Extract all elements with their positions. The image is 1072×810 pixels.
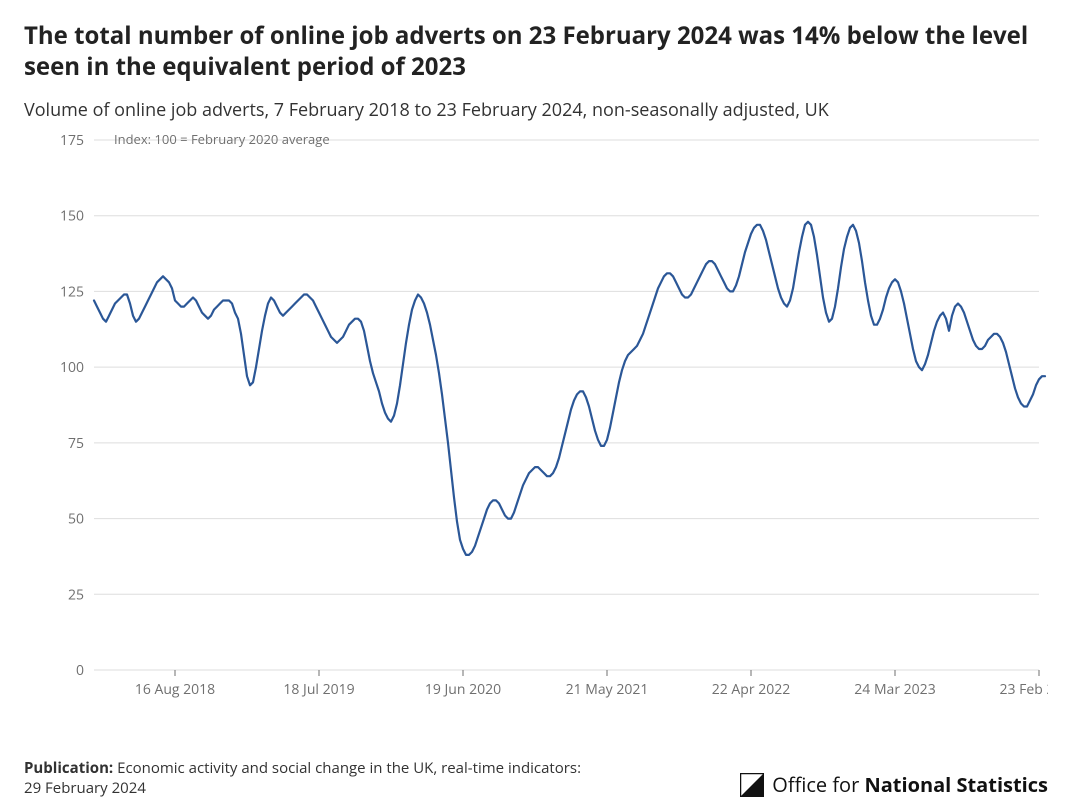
svg-text:175: 175 <box>60 131 84 150</box>
svg-text:25: 25 <box>68 586 84 605</box>
svg-text:0: 0 <box>76 661 84 680</box>
svg-text:22 Apr 2022: 22 Apr 2022 <box>712 680 790 699</box>
svg-text:21 May 2021: 21 May 2021 <box>566 680 649 699</box>
publication-label: Publication: <box>24 758 113 778</box>
svg-text:16 Aug 2018: 16 Aug 2018 <box>135 680 215 699</box>
svg-text:18 Jul 2019: 18 Jul 2019 <box>283 680 354 699</box>
svg-text:19 Jun 2020: 19 Jun 2020 <box>425 680 501 699</box>
svg-text:75: 75 <box>68 434 84 453</box>
svg-text:Index: 100 = February 2020 ave: Index: 100 = February 2020 average <box>114 130 330 148</box>
ons-logo: Office for National Statistics <box>740 771 1048 798</box>
ons-logo-prefix: Office for <box>772 771 864 798</box>
publication-note: Publication: Economic activity and socia… <box>24 758 584 799</box>
line-chart: 0 25 50 75 100 125 150 175 Index: 100 = February… <box>24 130 1048 749</box>
svg-text:50: 50 <box>68 510 84 529</box>
ons-logo-icon <box>740 773 764 797</box>
svg-text:125: 125 <box>60 283 84 302</box>
chart-subtitle: Volume of online job adverts, 7 February… <box>24 98 1048 122</box>
chart-title: The total number of online job adverts o… <box>24 20 1048 82</box>
svg-text:100: 100 <box>60 359 84 378</box>
footer: Publication: Economic activity and socia… <box>24 750 1048 799</box>
svg-text:150: 150 <box>60 207 84 226</box>
ons-logo-bold: National Statistics <box>864 771 1048 798</box>
svg-text:24 Mar 2023: 24 Mar 2023 <box>854 680 935 699</box>
chart-svg: 0 25 50 75 100 125 150 175 Index: 100 = February… <box>24 130 1048 720</box>
svg-text:23 Feb 2024: 23 Feb 2024 <box>1000 680 1048 699</box>
